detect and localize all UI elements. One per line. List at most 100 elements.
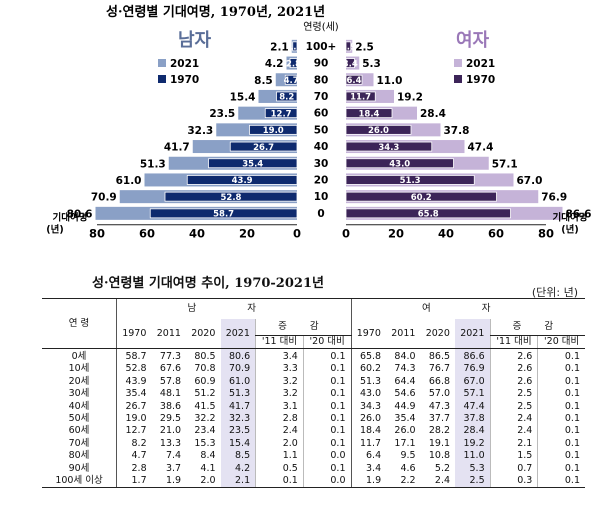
male-2021-value: 51.3 [140, 158, 166, 170]
female-bar-1970 [345, 175, 475, 185]
male-bar-1970 [284, 74, 298, 85]
male-legend-1970: 1970 [170, 74, 199, 86]
male-value-cell: 2.8 [115, 462, 152, 476]
female-value-cell: 57.1 [455, 388, 491, 401]
female-legend-swatch-1970 [454, 75, 462, 83]
male-value-cell: 0.0 [302, 450, 351, 463]
male-value-cell: 0.1 [255, 475, 304, 489]
age-tick-label: 50 [314, 124, 329, 136]
table-row: 100세 이상 1.7 1.9 2.0 2.1 0.1 0.0 1.9 2.2 2.4 2.5 0.3… [42, 475, 585, 489]
male-value-cell: 77.3 [159, 351, 182, 362]
male-value-cell: 29.5 [159, 413, 182, 425]
male-value-cell: 41.5 [194, 400, 216, 412]
female-legend-1970: 1970 [466, 74, 495, 86]
male-value-cell: 67.6 [159, 363, 182, 375]
male-bar-1970 [292, 41, 298, 52]
female-1970-value: 6.4 [346, 76, 361, 86]
male-value-cell: 80.5 [194, 351, 216, 362]
year-header: 2021 [455, 319, 491, 349]
female-value-cell: 28.2 [428, 425, 451, 437]
female-1970-value: 26.0 [368, 126, 389, 136]
age-cell: 70세 [68, 437, 90, 449]
female-value-cell: 26.0 [394, 425, 416, 437]
age-tick-label: 40 [314, 141, 329, 153]
change-header: 증 감 [489, 319, 585, 336]
female-value-cell: 51.3 [350, 375, 387, 389]
age-cell: 50세 [68, 413, 90, 425]
female-2021-value: 5.3 [362, 58, 381, 70]
female-value-cell: 10.8 [428, 450, 451, 462]
year-header: 2011 [151, 319, 187, 349]
age-tick-label: 30 [314, 158, 329, 170]
female-value-cell: 0.3 [489, 475, 538, 489]
female-value-cell: 86.5 [428, 351, 451, 362]
male-value-cell: 0.1 [302, 375, 351, 389]
male-value-cell: 8.4 [200, 450, 216, 462]
table-row: 40세 26.7 38.6 41.5 41.7 3.1 0.1 34.3 44.9 47.3 47.… [42, 400, 585, 414]
female-value-cell: 2.5 [455, 475, 491, 489]
male-value-cell: 23.5 [220, 425, 256, 438]
male-value-cell: 8.5 [220, 450, 256, 463]
male-bar-1970 [249, 124, 298, 135]
female-value-cell: 67.0 [455, 375, 491, 389]
male-value-cell: 61.0 [220, 375, 256, 389]
female-bar-1970 [345, 108, 393, 119]
female-value-cell: 34.3 [350, 400, 387, 414]
male-bar-1970 [208, 158, 298, 169]
female-2021-value: 28.4 [420, 108, 446, 120]
female-1970-value: 34.3 [378, 143, 399, 153]
female-value-cell: 0.1 [537, 388, 585, 401]
male-value-cell: 35.4 [115, 388, 152, 401]
female-value-cell: 64.4 [394, 375, 416, 387]
table-row: 0세 58.7 77.3 80.5 80.6 3.4 0.1 65.8 84.0 86.5 86.6… [42, 348, 585, 364]
male-1970-value: 2.8 [286, 59, 301, 69]
male-bar-1970 [276, 91, 298, 102]
female-1970-value: 3.4 [343, 59, 358, 69]
female-2021-value: 67.0 [517, 175, 543, 187]
female-value-cell: 0.1 [537, 348, 585, 364]
male-value-cell: 70.8 [194, 363, 216, 375]
chart-title: 성·연령별 기대여명, 1970년, 2021년 [106, 4, 325, 20]
age-tick-label: 90 [314, 58, 329, 70]
age-tick-label: 0 [317, 208, 324, 220]
change-header-20: '20 대비 [537, 335, 585, 349]
female-bar-1970 [345, 208, 511, 219]
male-2021-value: 15.4 [230, 91, 256, 103]
male-value-cell: 0.1 [302, 462, 351, 476]
male-value-cell: 3.2 [255, 375, 304, 389]
male-1970-value: 52.8 [221, 193, 242, 203]
male-value-cell: 57.8 [159, 375, 182, 387]
male-value-cell: 80.6 [220, 348, 256, 364]
female-2021-value: 76.9 [541, 192, 567, 204]
female-value-cell: 47.3 [428, 400, 451, 412]
female-bar-1970 [345, 158, 454, 169]
male-value-cell: 60.9 [194, 375, 216, 387]
female-legend-2021: 2021 [466, 58, 495, 70]
female-value-cell: 65.8 [350, 348, 387, 364]
male-1970-value: 26.7 [253, 143, 274, 153]
male-value-cell: 0.5 [255, 462, 304, 476]
male-bar-1970 [149, 208, 298, 219]
female-1970-value: 11.7 [350, 93, 371, 103]
female-value-cell: 26.0 [350, 413, 387, 426]
female-x-tick: 80 [538, 227, 554, 241]
female-value-cell: 37.7 [428, 413, 451, 425]
female-2021-value: 2.5 [355, 41, 374, 53]
female-2021-value: 37.8 [444, 125, 470, 137]
female-value-cell: 28.4 [455, 425, 491, 438]
age-header: 연 령 [42, 298, 117, 349]
male-2021-value: 2.1 [270, 41, 289, 53]
male-2021-value: 8.5 [254, 75, 273, 87]
age-cell: 90세 [68, 462, 90, 474]
age-axis-label: 연령(세) [303, 21, 339, 33]
female-x-tick: 40 [438, 227, 454, 241]
female-2021-value: 47.4 [468, 142, 494, 154]
table-title: 성·연령별 기대여명 추이, 1970-2021년 [92, 276, 324, 291]
age-cell: 40세 [68, 400, 90, 412]
female-value-cell: 5.3 [455, 462, 491, 476]
male-value-cell: 12.7 [115, 425, 152, 438]
male-value-cell: 0.1 [302, 413, 351, 426]
change-header: 증 감 [255, 319, 351, 336]
female-value-cell: 44.9 [394, 400, 416, 412]
